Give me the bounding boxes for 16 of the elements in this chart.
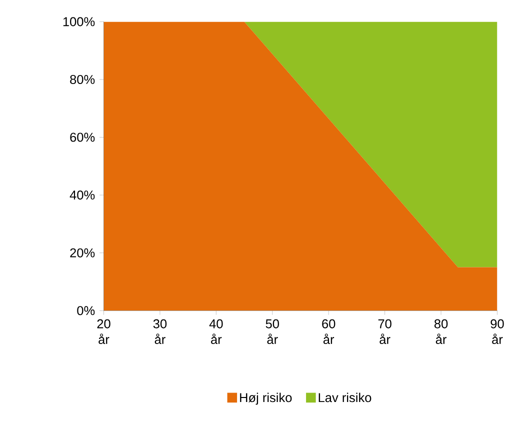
y-tick-label: 100% <box>63 17 95 26</box>
x-tick-label: 60 år <box>322 319 336 344</box>
x-tick-label: 80 år <box>434 319 448 344</box>
y-tick-label: 60% <box>70 132 95 142</box>
y-tick-label: 0% <box>77 306 95 316</box>
y-tick-label: 40% <box>70 190 95 200</box>
x-tick-label: 90 år <box>490 319 504 344</box>
y-tick-label: 80% <box>70 74 95 84</box>
legend-label: Høj risiko <box>240 392 292 405</box>
x-tick-label: 20 år <box>97 319 110 344</box>
legend-label: Lav risiko <box>318 392 372 402</box>
y-tick-label: 20% <box>70 248 95 258</box>
x-tick-label: 50 år <box>266 319 279 344</box>
x-tick-label: 40 år <box>209 319 223 344</box>
x-tick-label: 30 år <box>153 319 167 344</box>
x-tick-label: 70 år <box>378 319 392 344</box>
